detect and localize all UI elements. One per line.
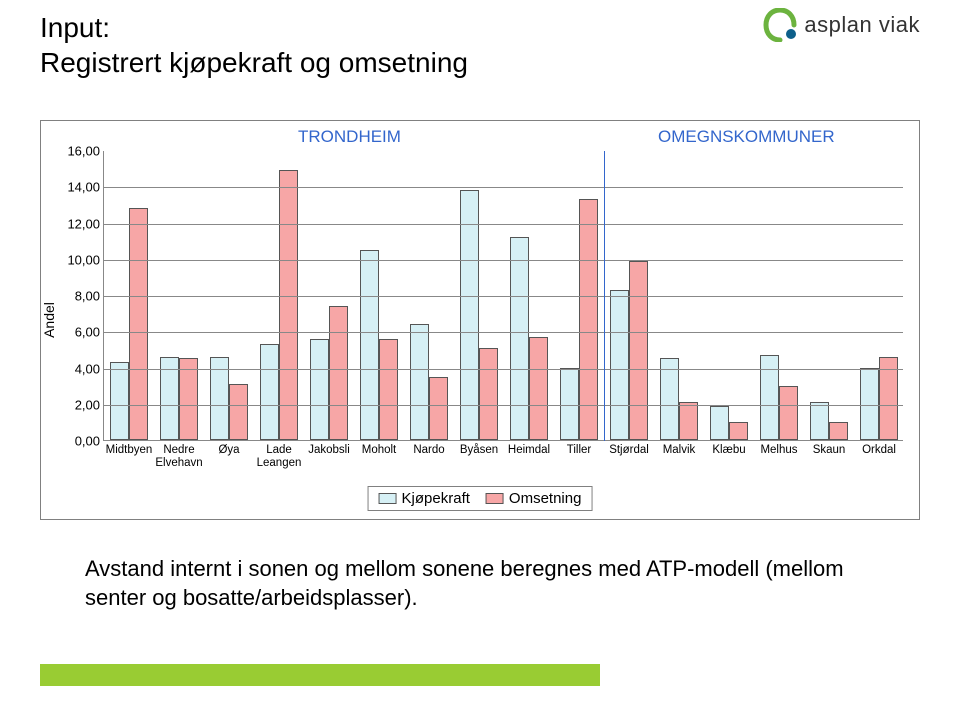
region-label-omegn: OMEGNSKOMMUNER (658, 127, 835, 147)
bar-omsetning (629, 261, 648, 440)
bar-kjopekraft (310, 339, 329, 441)
ytick-label: 14,00 (67, 180, 100, 195)
bar-kjopekraft (560, 368, 579, 441)
bar-kjopekraft (810, 402, 829, 440)
bar-kjopekraft (860, 368, 879, 441)
bar-kjopekraft (260, 344, 279, 440)
grid-line (104, 405, 903, 406)
bar-omsetning (279, 170, 298, 440)
grid-line (104, 224, 903, 225)
bar-omsetning (429, 377, 448, 440)
legend: Kjøpekraft Omsetning (368, 486, 593, 511)
region-label-trondheim: TRONDHEIM (298, 127, 401, 147)
bar-omsetning (479, 348, 498, 440)
grid-line (104, 187, 903, 188)
ytick-label: 8,00 (75, 289, 100, 304)
legend-label-omsetning: Omsetning (509, 490, 582, 507)
logo-text: asplan viak (804, 12, 920, 38)
ytick-label: 4,00 (75, 361, 100, 376)
legend-swatch-kjopekraft (379, 493, 397, 504)
grid-line (104, 332, 903, 333)
ytick-label: 16,00 (67, 144, 100, 159)
bar-kjopekraft (110, 362, 129, 440)
chart-container: TRONDHEIM OMEGNSKOMMUNER Andel 0,002,004… (40, 120, 920, 520)
xtick-label: Orkdal (849, 444, 909, 457)
legend-label-kjopekraft: Kjøpekraft (402, 490, 470, 507)
bar-kjopekraft (710, 406, 729, 440)
region-divider (604, 151, 605, 441)
ytick-label: 6,00 (75, 325, 100, 340)
bar-omsetning (229, 384, 248, 440)
grid-line (104, 296, 903, 297)
bar-kjopekraft (510, 237, 529, 440)
grid-line (104, 260, 903, 261)
bar-omsetning (379, 339, 398, 441)
bar-omsetning (179, 358, 198, 440)
title-line2: Registrert kjøpekraft og omsetning (40, 47, 468, 78)
bar-kjopekraft (360, 250, 379, 440)
bar-kjopekraft (610, 290, 629, 440)
plot-area: 0,002,004,006,008,0010,0012,0014,0016,00… (103, 151, 903, 441)
bar-kjopekraft (410, 324, 429, 440)
bar-kjopekraft (460, 190, 479, 440)
legend-item-kjopekraft: Kjøpekraft (379, 490, 470, 507)
bar-omsetning (679, 402, 698, 440)
grid-line (104, 369, 903, 370)
ytick-label: 0,00 (75, 434, 100, 449)
caption-text: Avstand internt i sonen og mellom sonene… (85, 555, 900, 612)
ytick-label: 2,00 (75, 397, 100, 412)
brand-logo: asplan viak (762, 8, 920, 42)
bar-omsetning (829, 422, 848, 440)
bar-kjopekraft (660, 358, 679, 440)
legend-item-omsetning: Omsetning (486, 490, 582, 507)
bar-omsetning (779, 386, 798, 440)
ytick-label: 12,00 (67, 216, 100, 231)
bar-omsetning (729, 422, 748, 440)
title-line1: Input: (40, 12, 110, 43)
bar-omsetning (529, 337, 548, 440)
bar-omsetning (329, 306, 348, 440)
ytick-label: 10,00 (67, 252, 100, 267)
footer-accent-bar (40, 664, 600, 686)
logo-icon (762, 8, 798, 42)
legend-swatch-omsetning (486, 493, 504, 504)
y-axis-label: Andel (41, 302, 57, 338)
